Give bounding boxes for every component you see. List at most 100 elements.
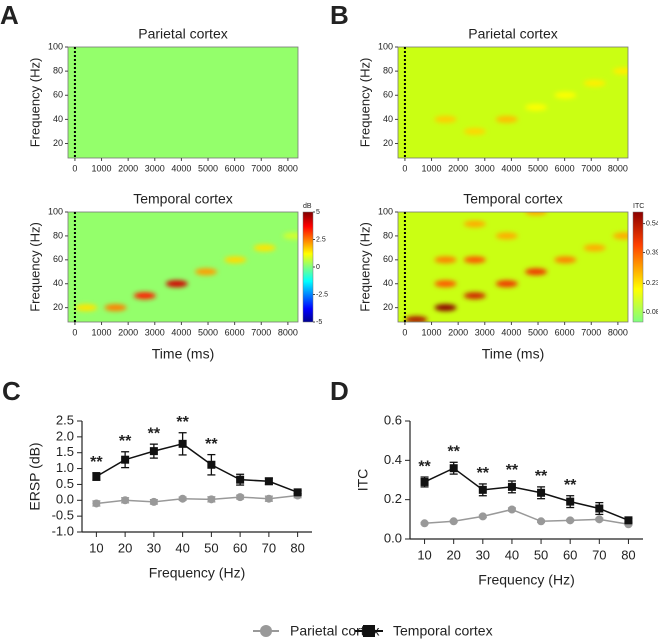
chart-title: Temporal cortex: [133, 191, 233, 207]
x-axis-label: Time (ms): [152, 346, 214, 362]
marker: [420, 477, 429, 486]
x-tick-label: 80: [621, 547, 635, 562]
colorbar-tick-label: -5: [316, 319, 322, 326]
significance-label: **: [418, 458, 431, 475]
marker: [207, 460, 216, 469]
x-tick-label: 30: [147, 540, 161, 555]
marker: [293, 488, 302, 497]
marker: [537, 517, 546, 526]
significance-label: **: [176, 414, 189, 431]
y-tick-label: -0.5: [52, 508, 74, 523]
y-tick-label: 100: [378, 206, 393, 216]
y-axis-label: Frequency (Hz): [357, 222, 372, 312]
marker: [121, 455, 130, 464]
series-line: [96, 494, 298, 505]
heatmap-blob: [224, 256, 247, 264]
x-tick-label: 60: [233, 540, 247, 555]
colorbar: [302, 211, 314, 323]
heatmap-blob: [495, 115, 518, 123]
x-tick-label: 3000: [475, 163, 495, 173]
significance-label: **: [119, 433, 132, 450]
x-tick-label: 5000: [198, 163, 218, 173]
x-tick-label: 3000: [145, 327, 165, 337]
heatmap-blob: [463, 292, 486, 300]
x-tick-label: 6000: [225, 163, 245, 173]
x-tick-label: 4000: [501, 163, 521, 173]
colorbar-tick-label: 0: [316, 264, 320, 271]
y-tick-label: 20: [53, 138, 63, 148]
heatmap-background: [68, 212, 298, 322]
chart-title: Parietal cortex: [468, 26, 557, 42]
x-tick-label: 2000: [448, 163, 468, 173]
legend-label: Temporal cortex: [393, 623, 493, 639]
heatmap-blob: [495, 232, 518, 240]
heatmap-background: [398, 47, 628, 158]
heatmap: [68, 47, 298, 158]
y-tick-label: 80: [53, 66, 63, 76]
y-tick-label: 0.5: [56, 476, 74, 491]
heatmap-blob: [583, 244, 606, 252]
y-tick-label: 40: [53, 278, 63, 288]
heatmap-blob: [405, 316, 428, 322]
panel-letter: D: [330, 376, 349, 406]
colorbar-label: dB: [303, 203, 312, 210]
legend-marker: [260, 625, 272, 637]
y-tick-label: 1.0: [56, 460, 74, 475]
x-tick-label: 10: [417, 547, 431, 562]
x-tick-label: 20: [446, 547, 460, 562]
y-tick-label: 100: [378, 41, 393, 51]
y-tick-label: 60: [383, 90, 393, 100]
heatmap-blob: [554, 91, 577, 99]
series-line: [95, 443, 298, 494]
x-tick-label: 6000: [555, 163, 575, 173]
marker: [624, 516, 633, 525]
heatmap-background: [398, 212, 628, 322]
heatmap-blob: [463, 256, 486, 264]
y-tick-label: 80: [383, 66, 393, 76]
heatmap-blob: [525, 103, 548, 111]
x-tick-label: 2000: [448, 327, 468, 337]
marker: [449, 517, 458, 526]
legend: Parietal cortex Temporal cortex: [253, 623, 493, 639]
x-tick-label: 20: [118, 540, 132, 555]
x-tick-label: 50: [204, 540, 218, 555]
x-tick-label: 80: [290, 540, 304, 555]
y-axis-label: ERSP (dB): [27, 442, 43, 510]
y-tick-label: 0.0: [56, 492, 74, 507]
plot-frame: [397, 46, 629, 159]
marker: [566, 497, 575, 506]
significance-label: **: [447, 444, 460, 461]
plot-frame: [397, 211, 629, 323]
x-tick-label: 4000: [171, 327, 191, 337]
y-axis-label: Frequency (Hz): [27, 58, 42, 148]
heatmap: [398, 47, 628, 158]
x-tick-label: 5000: [528, 163, 548, 173]
marker: [264, 477, 273, 486]
marker: [507, 482, 516, 491]
y-tick-label: 0.2: [384, 491, 402, 506]
x-tick-label: 5000: [528, 327, 548, 337]
colorbar-label: ITC: [633, 203, 644, 210]
y-axis-label: Frequency (Hz): [27, 222, 42, 312]
x-tick-label: 6000: [225, 327, 245, 337]
plot-frame: [67, 211, 299, 323]
y-tick-label: 100: [48, 206, 63, 216]
y-tick-label: 2.0: [56, 428, 74, 443]
heatmap-blob: [525, 212, 548, 216]
x-tick-label: 2000: [118, 327, 138, 337]
x-tick-label: 1000: [422, 163, 442, 173]
x-tick-label: 0: [402, 327, 407, 337]
x-tick-label: 6000: [555, 327, 575, 337]
x-tick-label: 2000: [118, 163, 138, 173]
heatmap-cells: [434, 67, 628, 135]
heatmap-blob: [434, 304, 457, 312]
plot-frame: [67, 46, 299, 159]
x-tick-label: 70: [262, 540, 276, 555]
y-axis-label: ITC: [355, 469, 371, 492]
heatmap-blob: [104, 304, 127, 312]
colorbar-tick-label: 0.39: [646, 249, 658, 256]
y-tick-label: 60: [53, 90, 63, 100]
colorbar: [632, 211, 644, 323]
heatmap-blob: [495, 280, 518, 288]
significance-label: **: [535, 468, 548, 485]
